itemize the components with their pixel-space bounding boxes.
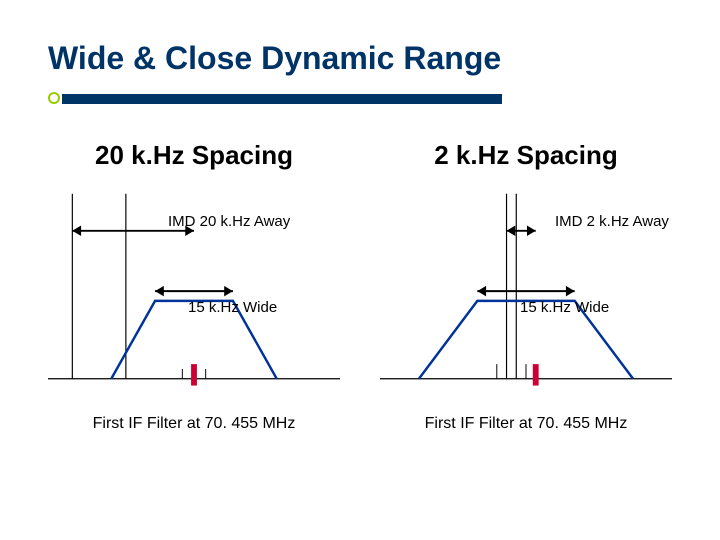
width-label: 15 k.Hz Wide — [188, 299, 277, 316]
spacing-heading: 2 k.Hz Spacing — [380, 140, 672, 171]
underline-bar — [62, 94, 502, 104]
filter-caption: First IF Filter at 70. 455 MHz — [380, 415, 672, 433]
title-underline — [48, 88, 648, 106]
page-title: Wide & Close Dynamic Range — [48, 40, 501, 77]
imd-label: IMD 20 k.Hz Away — [168, 213, 290, 230]
columns-container: 20 k.Hz Spacing IMD 20 k.Hz Away 15 k.Hz… — [48, 140, 672, 433]
filter-caption: First IF Filter at 70. 455 MHz — [48, 415, 340, 433]
diagram-close: IMD 2 k.Hz Away 15 k.Hz Wide — [380, 181, 672, 411]
diagram-wide: IMD 20 k.Hz Away 15 k.Hz Wide — [48, 181, 340, 411]
column-close-spacing: 2 k.Hz Spacing IMD 2 k.Hz Away 15 k.Hz W… — [380, 140, 672, 433]
imd-label: IMD 2 k.Hz Away — [555, 213, 669, 230]
bullet-icon — [48, 92, 60, 104]
width-label: 15 k.Hz Wide — [520, 299, 609, 316]
column-wide-spacing: 20 k.Hz Spacing IMD 20 k.Hz Away 15 k.Hz… — [48, 140, 340, 433]
spacing-heading: 20 k.Hz Spacing — [48, 140, 340, 171]
